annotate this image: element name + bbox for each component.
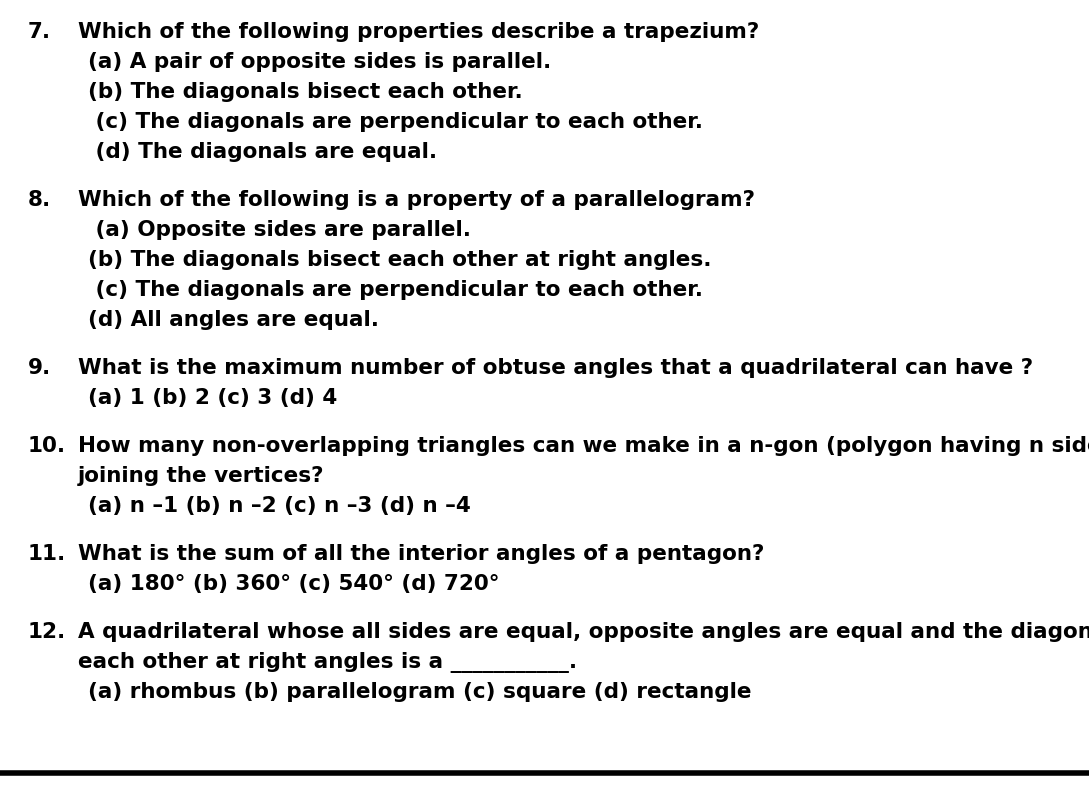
Text: each other at right angles is a ___________.: each other at right angles is a ________… (78, 652, 577, 673)
Text: (a) 180° (b) 360° (c) 540° (d) 720°: (a) 180° (b) 360° (c) 540° (d) 720° (88, 574, 500, 594)
Text: (c) The diagonals are perpendicular to each other.: (c) The diagonals are perpendicular to e… (88, 112, 703, 132)
Text: (a) n –1 (b) n –2 (c) n –3 (d) n –4: (a) n –1 (b) n –2 (c) n –3 (d) n –4 (88, 496, 470, 516)
Text: (a) Opposite sides are parallel.: (a) Opposite sides are parallel. (88, 220, 472, 240)
Text: Which of the following is a property of a parallelogram?: Which of the following is a property of … (78, 190, 755, 210)
Text: (b) The diagonals bisect each other at right angles.: (b) The diagonals bisect each other at r… (88, 250, 711, 270)
Text: 12.: 12. (28, 622, 66, 642)
Text: How many non-overlapping triangles can we make in a n-gon (polygon having n side: How many non-overlapping triangles can w… (78, 436, 1089, 456)
Text: (d) The diagonals are equal.: (d) The diagonals are equal. (88, 142, 437, 162)
Text: joining the vertices?: joining the vertices? (78, 466, 325, 486)
Text: A quadrilateral whose all sides are equal, opposite angles are equal and the dia: A quadrilateral whose all sides are equa… (78, 622, 1089, 642)
Text: 11.: 11. (28, 544, 66, 564)
Text: (a) rhombus (b) parallelogram (c) square (d) rectangle: (a) rhombus (b) parallelogram (c) square… (88, 682, 751, 702)
Text: 10.: 10. (28, 436, 66, 456)
Text: (c) The diagonals are perpendicular to each other.: (c) The diagonals are perpendicular to e… (88, 280, 703, 300)
Text: 8.: 8. (28, 190, 51, 210)
Text: What is the maximum number of obtuse angles that a quadrilateral can have ?: What is the maximum number of obtuse ang… (78, 358, 1033, 378)
Text: (d) All angles are equal.: (d) All angles are equal. (88, 310, 379, 330)
Text: (a) A pair of opposite sides is parallel.: (a) A pair of opposite sides is parallel… (88, 52, 551, 72)
Text: What is the sum of all the interior angles of a pentagon?: What is the sum of all the interior angl… (78, 544, 764, 564)
Text: 7.: 7. (28, 22, 51, 42)
Text: 9.: 9. (28, 358, 51, 378)
Text: (a) 1 (b) 2 (c) 3 (d) 4: (a) 1 (b) 2 (c) 3 (d) 4 (88, 388, 338, 408)
Text: (b) The diagonals bisect each other.: (b) The diagonals bisect each other. (88, 82, 523, 102)
Text: Which of the following properties describe a trapezium?: Which of the following properties descri… (78, 22, 759, 42)
